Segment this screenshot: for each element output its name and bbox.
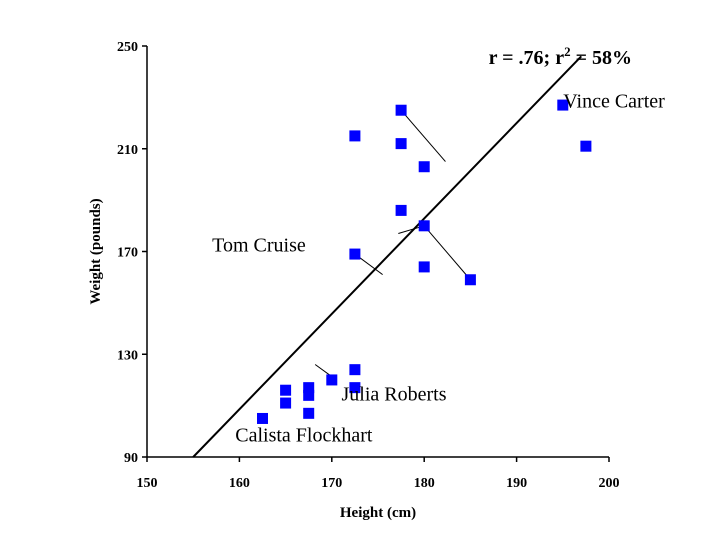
data-point (418, 161, 430, 173)
correlation-text: r = .76; r (489, 47, 565, 69)
regression-line (192, 55, 582, 458)
x-tick-label: 150 (137, 476, 158, 491)
data-point (395, 204, 407, 216)
x-axis-label: Height (cm) (340, 505, 416, 521)
correlation-superscript: 2 (564, 44, 571, 59)
data-point (326, 374, 338, 386)
data-point (418, 261, 430, 273)
y-tick-label: 210 (117, 143, 138, 158)
residual-line (423, 225, 471, 281)
y-tick-label: 170 (117, 246, 138, 261)
data-point (280, 384, 292, 396)
data-point (280, 397, 292, 409)
x-tick-label: 190 (506, 476, 527, 491)
point-annotation: Vince Carter (563, 91, 665, 113)
data-point (557, 99, 569, 111)
correlation-label: r = .76; r2 = 58% (489, 44, 632, 69)
data-point (303, 382, 315, 394)
data-point (303, 407, 315, 419)
x-tick-label: 170 (321, 476, 342, 491)
y-tick-label: 130 (117, 348, 138, 363)
y-tick-label: 90 (124, 451, 138, 466)
residual-line (400, 109, 446, 162)
point-annotation: Calista Flockhart (235, 425, 373, 447)
data-point (349, 382, 361, 394)
data-point (580, 140, 592, 152)
data-point (464, 274, 476, 286)
data-point (257, 412, 268, 424)
correlation-tail: = 58% (571, 47, 632, 69)
x-tick-label: 200 (599, 476, 620, 491)
data-point (349, 130, 361, 142)
data-point (349, 248, 361, 260)
point-annotation: Tom Cruise (212, 235, 306, 257)
data-point (418, 220, 430, 232)
point-annotation: Julia Roberts (342, 383, 447, 405)
y-tick-label: 250 (117, 40, 138, 55)
data-point (303, 389, 315, 401)
y-axis-label: Weight (pounds) (88, 198, 104, 304)
data-point (395, 138, 407, 150)
x-tick-label: 160 (229, 476, 250, 491)
data-point (349, 364, 361, 376)
x-tick-label: 180 (414, 476, 435, 491)
data-point (395, 104, 407, 116)
